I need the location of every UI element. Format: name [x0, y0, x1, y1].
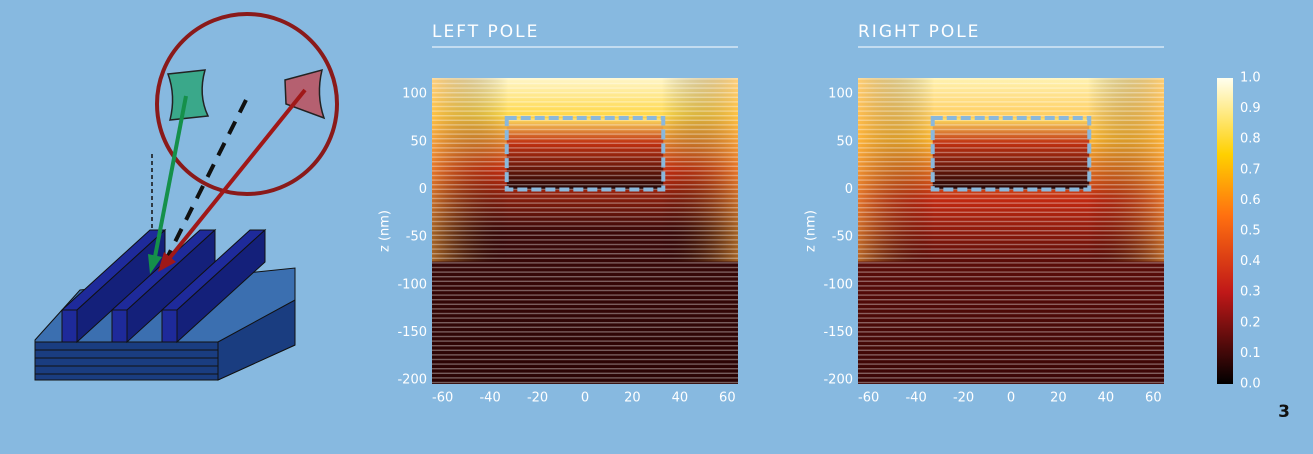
page-number: 3	[1278, 402, 1290, 422]
colorbar-tick-label: 0.6	[1240, 193, 1261, 208]
y-tick-label: -100	[397, 277, 427, 292]
panel-title: LEFT POLE	[432, 22, 539, 42]
x-tick-label: 0	[1007, 391, 1015, 406]
colorbar-tick-label: 0.5	[1240, 224, 1261, 239]
y-tick-label: 100	[828, 87, 853, 102]
y-tick-label: 50	[836, 134, 853, 149]
y-tick-label: 100	[402, 87, 427, 102]
colorbar-tick-label: 0.1	[1240, 346, 1261, 361]
y-tick-label: -50	[832, 230, 853, 245]
colorbar-tick-label: 0.0	[1240, 377, 1261, 392]
y-tick-label: -100	[823, 277, 853, 292]
y-tick-label: 0	[419, 182, 427, 197]
x-tick-label: -20	[527, 391, 548, 406]
y-axis-label: z (nm)	[378, 210, 393, 252]
x-tick-label: -40	[905, 391, 926, 406]
x-tick-label: 40	[1098, 391, 1115, 406]
x-tick-label: 40	[672, 391, 689, 406]
x-tick-label: 0	[581, 391, 589, 406]
schematic	[35, 14, 337, 380]
colorbar-tick-label: 0.4	[1240, 254, 1261, 269]
colorbar: 0.0 0.1 0.2 0.3 0.4 0.5 0.6 0.7 0.8 0.9 1.0	[1217, 71, 1261, 392]
panel-title: RIGHT POLE	[858, 22, 980, 42]
y-tick-label: 0	[845, 182, 853, 197]
stripes	[858, 78, 1164, 384]
y-tick-label: -200	[823, 373, 853, 388]
colorbar-tick-label: 0.3	[1240, 285, 1261, 300]
x-tick-label: 60	[1145, 391, 1162, 406]
colorbar-tick-label: 0.8	[1240, 132, 1261, 147]
colorbar-tick-label: 0.9	[1240, 101, 1261, 116]
slide: 3 LEFT POLE-60-40-200204060100500-50-100…	[0, 0, 1313, 454]
y-tick-label: 50	[410, 134, 427, 149]
y-tick-label: -200	[397, 373, 427, 388]
y-tick-label: -50	[406, 230, 427, 245]
x-tick-label: -60	[432, 391, 453, 406]
y-tick-label: -150	[397, 325, 427, 340]
stripes	[432, 78, 738, 384]
page: {"panels": [ {"title": "LEFT POLE", "y_l…	[0, 0, 1313, 454]
x-tick-label: 20	[624, 391, 641, 406]
x-tick-label: -20	[953, 391, 974, 406]
y-tick-label: -150	[823, 325, 853, 340]
colorbar-tick-label: 0.7	[1240, 162, 1261, 177]
x-tick-label: -60	[858, 391, 879, 406]
x-tick-label: 20	[1050, 391, 1067, 406]
colorbar-tick-label: 0.2	[1240, 315, 1261, 330]
colorbar-tick-label: 1.0	[1240, 71, 1261, 86]
x-tick-label: -40	[479, 391, 500, 406]
colorbar-scale	[1217, 78, 1233, 384]
y-axis-label: z (nm)	[804, 210, 819, 252]
x-tick-label: 60	[719, 391, 736, 406]
